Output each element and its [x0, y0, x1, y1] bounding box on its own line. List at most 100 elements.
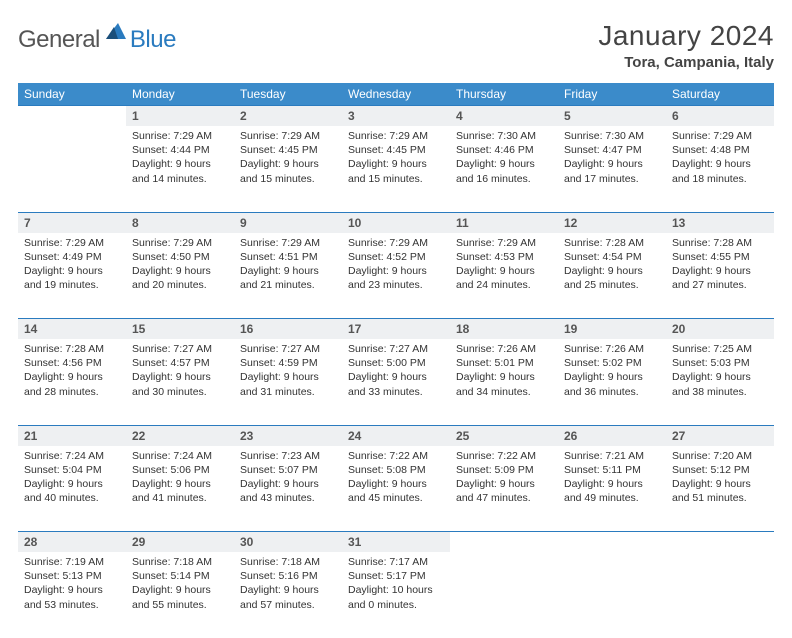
day-number-cell: 27	[666, 425, 774, 446]
day-content: Sunrise: 7:29 AMSunset: 4:53 PMDaylight:…	[450, 233, 558, 299]
day-content: Sunrise: 7:27 AMSunset: 4:59 PMDaylight:…	[234, 339, 342, 405]
day-number-cell: 25	[450, 425, 558, 446]
day-number-cell: 3	[342, 106, 450, 127]
day-body-row: Sunrise: 7:29 AMSunset: 4:49 PMDaylight:…	[18, 233, 774, 319]
day-content: Sunrise: 7:24 AMSunset: 5:04 PMDaylight:…	[18, 446, 126, 512]
day-number-cell: 28	[18, 532, 126, 553]
location-subtitle: Tora, Campania, Italy	[598, 54, 774, 71]
day-number-row: 21222324252627	[18, 425, 774, 446]
day-number-cell: 30	[234, 532, 342, 553]
day-content: Sunrise: 7:29 AMSunset: 4:45 PMDaylight:…	[234, 126, 342, 192]
day-content: Sunrise: 7:29 AMSunset: 4:44 PMDaylight:…	[126, 126, 234, 192]
day-number-cell	[450, 532, 558, 553]
day-body-row: Sunrise: 7:29 AMSunset: 4:44 PMDaylight:…	[18, 126, 774, 212]
day-body-cell: Sunrise: 7:24 AMSunset: 5:06 PMDaylight:…	[126, 446, 234, 532]
day-number-cell: 17	[342, 319, 450, 340]
day-body-cell: Sunrise: 7:29 AMSunset: 4:53 PMDaylight:…	[450, 233, 558, 319]
day-body-cell: Sunrise: 7:17 AMSunset: 5:17 PMDaylight:…	[342, 552, 450, 638]
day-body-cell: Sunrise: 7:29 AMSunset: 4:49 PMDaylight:…	[18, 233, 126, 319]
day-number-row: 28293031	[18, 532, 774, 553]
weekday-header: Saturday	[666, 83, 774, 106]
day-content: Sunrise: 7:28 AMSunset: 4:54 PMDaylight:…	[558, 233, 666, 299]
day-number-cell: 5	[558, 106, 666, 127]
day-number-cell	[18, 106, 126, 127]
day-content: Sunrise: 7:20 AMSunset: 5:12 PMDaylight:…	[666, 446, 774, 512]
day-number-cell: 10	[342, 212, 450, 233]
day-content: Sunrise: 7:26 AMSunset: 5:01 PMDaylight:…	[450, 339, 558, 405]
day-content: Sunrise: 7:29 AMSunset: 4:52 PMDaylight:…	[342, 233, 450, 299]
day-body-cell: Sunrise: 7:30 AMSunset: 4:46 PMDaylight:…	[450, 126, 558, 212]
day-content: Sunrise: 7:18 AMSunset: 5:14 PMDaylight:…	[126, 552, 234, 618]
day-content: Sunrise: 7:27 AMSunset: 4:57 PMDaylight:…	[126, 339, 234, 405]
day-number-row: 78910111213	[18, 212, 774, 233]
weekday-header: Tuesday	[234, 83, 342, 106]
brand-sail-icon	[104, 21, 128, 46]
day-body-cell: Sunrise: 7:26 AMSunset: 5:02 PMDaylight:…	[558, 339, 666, 425]
day-number-cell: 11	[450, 212, 558, 233]
day-number-cell: 1	[126, 106, 234, 127]
day-number-cell: 12	[558, 212, 666, 233]
day-body-row: Sunrise: 7:19 AMSunset: 5:13 PMDaylight:…	[18, 552, 774, 638]
day-number-cell: 16	[234, 319, 342, 340]
day-content: Sunrise: 7:24 AMSunset: 5:06 PMDaylight:…	[126, 446, 234, 512]
day-number-cell: 19	[558, 319, 666, 340]
day-body-cell: Sunrise: 7:25 AMSunset: 5:03 PMDaylight:…	[666, 339, 774, 425]
day-content: Sunrise: 7:27 AMSunset: 5:00 PMDaylight:…	[342, 339, 450, 405]
day-body-cell: Sunrise: 7:29 AMSunset: 4:52 PMDaylight:…	[342, 233, 450, 319]
day-content: Sunrise: 7:21 AMSunset: 5:11 PMDaylight:…	[558, 446, 666, 512]
day-content: Sunrise: 7:29 AMSunset: 4:51 PMDaylight:…	[234, 233, 342, 299]
day-content	[450, 552, 558, 561]
day-content: Sunrise: 7:26 AMSunset: 5:02 PMDaylight:…	[558, 339, 666, 405]
day-body-cell: Sunrise: 7:21 AMSunset: 5:11 PMDaylight:…	[558, 446, 666, 532]
day-body-cell: Sunrise: 7:20 AMSunset: 5:12 PMDaylight:…	[666, 446, 774, 532]
day-body-cell: Sunrise: 7:28 AMSunset: 4:54 PMDaylight:…	[558, 233, 666, 319]
month-title: January 2024	[598, 20, 774, 52]
day-body-cell: Sunrise: 7:24 AMSunset: 5:04 PMDaylight:…	[18, 446, 126, 532]
day-body-cell: Sunrise: 7:27 AMSunset: 4:57 PMDaylight:…	[126, 339, 234, 425]
day-body-cell: Sunrise: 7:29 AMSunset: 4:48 PMDaylight:…	[666, 126, 774, 212]
day-number-cell: 6	[666, 106, 774, 127]
day-content: Sunrise: 7:19 AMSunset: 5:13 PMDaylight:…	[18, 552, 126, 618]
day-number-cell: 23	[234, 425, 342, 446]
day-number-cell	[666, 532, 774, 553]
day-content: Sunrise: 7:23 AMSunset: 5:07 PMDaylight:…	[234, 446, 342, 512]
day-content	[558, 552, 666, 561]
day-number-cell: 29	[126, 532, 234, 553]
day-content	[18, 126, 126, 135]
day-content: Sunrise: 7:28 AMSunset: 4:56 PMDaylight:…	[18, 339, 126, 405]
header: General Blue January 2024 Tora, Campania…	[18, 20, 774, 71]
day-content: Sunrise: 7:29 AMSunset: 4:49 PMDaylight:…	[18, 233, 126, 299]
day-number-row: 14151617181920	[18, 319, 774, 340]
weekday-header: Wednesday	[342, 83, 450, 106]
day-body-cell	[18, 126, 126, 212]
day-number-cell: 21	[18, 425, 126, 446]
day-content: Sunrise: 7:28 AMSunset: 4:55 PMDaylight:…	[666, 233, 774, 299]
day-body-cell: Sunrise: 7:30 AMSunset: 4:47 PMDaylight:…	[558, 126, 666, 212]
day-number-cell: 22	[126, 425, 234, 446]
day-number-cell: 7	[18, 212, 126, 233]
day-number-cell: 13	[666, 212, 774, 233]
weekday-header: Thursday	[450, 83, 558, 106]
day-body-cell: Sunrise: 7:18 AMSunset: 5:14 PMDaylight:…	[126, 552, 234, 638]
day-body-cell: Sunrise: 7:27 AMSunset: 5:00 PMDaylight:…	[342, 339, 450, 425]
calendar-table: SundayMondayTuesdayWednesdayThursdayFrid…	[18, 83, 774, 638]
day-content: Sunrise: 7:25 AMSunset: 5:03 PMDaylight:…	[666, 339, 774, 405]
day-body-cell: Sunrise: 7:29 AMSunset: 4:45 PMDaylight:…	[342, 126, 450, 212]
day-content: Sunrise: 7:30 AMSunset: 4:46 PMDaylight:…	[450, 126, 558, 192]
day-body-cell: Sunrise: 7:29 AMSunset: 4:44 PMDaylight:…	[126, 126, 234, 212]
day-number-cell: 2	[234, 106, 342, 127]
day-body-cell	[450, 552, 558, 638]
day-body-cell: Sunrise: 7:23 AMSunset: 5:07 PMDaylight:…	[234, 446, 342, 532]
brand-text-general: General	[18, 26, 100, 54]
day-body-cell	[666, 552, 774, 638]
calendar-head: SundayMondayTuesdayWednesdayThursdayFrid…	[18, 83, 774, 106]
day-body-row: Sunrise: 7:24 AMSunset: 5:04 PMDaylight:…	[18, 446, 774, 532]
day-body-cell: Sunrise: 7:29 AMSunset: 4:50 PMDaylight:…	[126, 233, 234, 319]
weekday-header: Sunday	[18, 83, 126, 106]
day-content: Sunrise: 7:17 AMSunset: 5:17 PMDaylight:…	[342, 552, 450, 618]
day-body-cell: Sunrise: 7:26 AMSunset: 5:01 PMDaylight:…	[450, 339, 558, 425]
day-number-cell: 18	[450, 319, 558, 340]
day-body-cell: Sunrise: 7:28 AMSunset: 4:55 PMDaylight:…	[666, 233, 774, 319]
day-body-cell: Sunrise: 7:27 AMSunset: 4:59 PMDaylight:…	[234, 339, 342, 425]
day-content: Sunrise: 7:29 AMSunset: 4:45 PMDaylight:…	[342, 126, 450, 192]
